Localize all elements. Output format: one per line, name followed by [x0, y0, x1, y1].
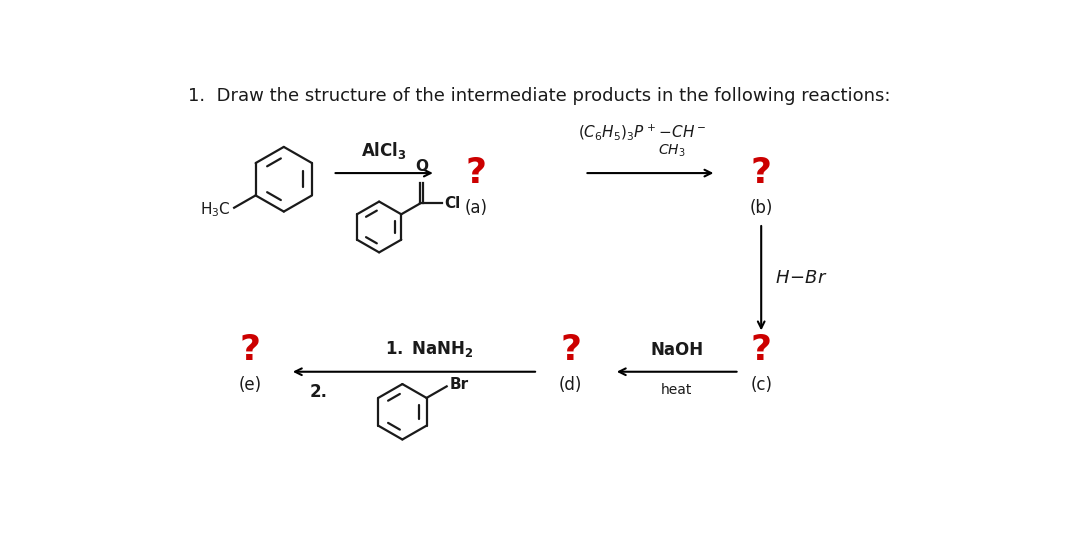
Text: ?: ? [561, 333, 581, 367]
Text: $\mathbf{AlCl_3}$: $\mathbf{AlCl_3}$ [362, 140, 407, 161]
Text: ?: ? [751, 333, 772, 367]
Text: ?: ? [751, 156, 772, 190]
Text: (e): (e) [238, 376, 261, 394]
Text: heat: heat [661, 382, 692, 397]
Text: $\mathregular{H_3C}$: $\mathregular{H_3C}$ [200, 200, 230, 219]
Text: 1.  Draw the structure of the intermediate products in the following reactions:: 1. Draw the structure of the intermediat… [188, 87, 890, 105]
Text: Cl: Cl [444, 196, 460, 211]
Text: ?: ? [239, 333, 260, 367]
Text: Br: Br [449, 378, 469, 392]
Text: $\mathbf{1.\ NaNH_2}$: $\mathbf{1.\ NaNH_2}$ [386, 339, 474, 360]
Text: (a): (a) [464, 199, 487, 217]
Text: NaOH: NaOH [650, 342, 703, 360]
Text: (b): (b) [750, 199, 773, 217]
Text: O: O [415, 159, 428, 174]
Text: (c): (c) [751, 376, 772, 394]
Text: $H\!-\!Br$: $H\!-\!Br$ [775, 269, 827, 287]
Text: $CH_3$: $CH_3$ [659, 143, 686, 159]
Text: ?: ? [465, 156, 486, 190]
Text: (d): (d) [558, 376, 582, 394]
Text: 2.: 2. [309, 382, 327, 400]
Text: $(C_6H_5)_3P^+\!-\!CH^-$: $(C_6H_5)_3P^+\!-\!CH^-$ [578, 122, 707, 143]
